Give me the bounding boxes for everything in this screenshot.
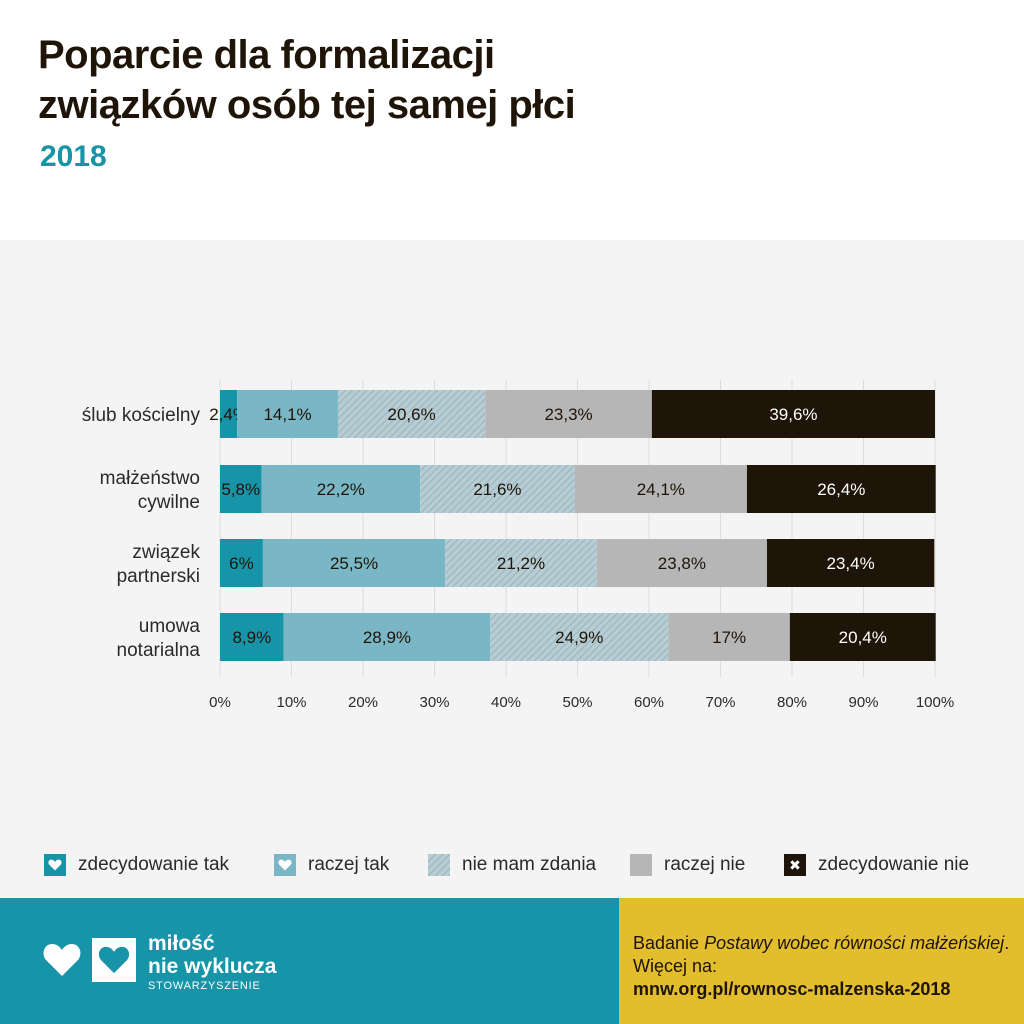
- legend-item-raczej-tak: raczej tak: [274, 850, 389, 880]
- data-label: 39,6%: [769, 405, 817, 424]
- x-tick-label: 80%: [777, 694, 807, 711]
- logo-small-text: STOWARZYSZENIE: [148, 980, 261, 992]
- chart-legend: zdecydowanie tak raczej tak nie mam zdan…: [0, 850, 1024, 880]
- data-label: 22,2%: [317, 480, 365, 499]
- category-label: partnerski: [117, 566, 200, 587]
- title-line-1: Poparcie dla formalizacji: [38, 33, 495, 77]
- data-label: 23,3%: [544, 405, 592, 424]
- page-subtitle: 2018: [40, 140, 107, 173]
- x-tick-label: 40%: [491, 694, 521, 711]
- data-label: 6%: [229, 554, 254, 573]
- logo-heart-box-icon: [92, 938, 136, 982]
- logo-text: miłość nie wyklucza STOWARZYSZENIE: [148, 932, 276, 992]
- note-prefix: Badanie: [633, 933, 705, 953]
- logo-heart-icon: [40, 938, 84, 982]
- legend-label: zdecydowanie nie: [818, 854, 970, 875]
- note-url-link[interactable]: mnw.org.pl/rownosc-malzenska-2018: [633, 979, 951, 999]
- x-tick-label: 0%: [209, 694, 231, 711]
- x-tick-label: 20%: [348, 694, 378, 711]
- category-label: notarialna: [117, 640, 201, 661]
- category-label: umowa: [139, 616, 201, 637]
- data-label: 20,4%: [839, 628, 887, 647]
- bar-segment: [237, 390, 338, 438]
- data-label: 24,1%: [637, 480, 685, 499]
- footer-right-panel: [619, 898, 1024, 1024]
- bar-segment: [485, 390, 652, 438]
- hatch-swatch: [428, 854, 450, 876]
- note-study-title: Postawy wobec równości małżeńskiej: [704, 933, 1005, 953]
- data-label: 8,9%: [232, 628, 271, 647]
- category-label: ślub kościelny: [82, 405, 201, 426]
- legend-label: raczej tak: [308, 854, 390, 875]
- data-label: 23,8%: [658, 554, 706, 573]
- bar-segment: [789, 613, 936, 661]
- bar-segment: [668, 613, 790, 661]
- bar-segment: [445, 539, 597, 587]
- bar-segment: [596, 539, 767, 587]
- bar-segment: [337, 390, 486, 438]
- title-line-2: związków osób tej samej płci: [38, 83, 576, 127]
- legend-item-raczej-nie: raczej nie: [630, 850, 745, 880]
- data-label: 17%: [712, 628, 746, 647]
- legend-item-nie-mam-zdania: nie mam zdania: [428, 850, 596, 880]
- source-note: Badanie Postawy wobec równości małżeński…: [633, 932, 1013, 1001]
- note-suffix: . Więcej na:: [633, 933, 1010, 976]
- category-label: małżeństwo: [100, 468, 200, 489]
- category-label: związek: [132, 542, 200, 563]
- data-label: 20,6%: [388, 405, 436, 424]
- bar-segment: [220, 539, 263, 587]
- legend-label: raczej nie: [664, 854, 746, 875]
- x-tick-label: 50%: [562, 694, 592, 711]
- category-label: cywilne: [138, 492, 200, 513]
- bar-segment: [220, 390, 238, 438]
- bar-segment: [220, 465, 262, 513]
- logo-line-1: miłość: [148, 932, 215, 955]
- legend-item-zdecydowanie-tak: zdecydowanie tak: [44, 850, 229, 880]
- bar-segment: [283, 613, 491, 661]
- legend-label: nie mam zdania: [462, 854, 597, 875]
- bar-segment: [746, 465, 936, 513]
- bar-segment: [766, 539, 935, 587]
- x-tick-label: 90%: [848, 694, 878, 711]
- data-label: 21,6%: [473, 480, 521, 499]
- bar-segment: [261, 465, 421, 513]
- data-label: 23,4%: [827, 554, 875, 573]
- data-label: 25,5%: [330, 554, 378, 573]
- x-tick-label: 10%: [276, 694, 306, 711]
- logo-line-2: nie wyklucza: [148, 955, 277, 978]
- x-tick-label: 70%: [705, 694, 735, 711]
- chart-area: 0% 10% 20% 30% 40% 50% 60% 70% 80% 90% 100% 2,4% 14,…: [0, 240, 1024, 898]
- bar-segment: [420, 465, 575, 513]
- data-label: 14,1%: [263, 405, 311, 424]
- bar-segment: [490, 613, 669, 661]
- x-tick-label: 100%: [916, 694, 954, 711]
- page-title: Poparcie dla formalizacji związków osób …: [38, 30, 738, 130]
- data-label: 24,9%: [555, 628, 603, 647]
- data-label: 21,2%: [497, 554, 545, 573]
- legend-item-zdecydowanie-nie: ✖ zdecydowanie nie: [784, 850, 969, 880]
- plain-swatch: [630, 854, 652, 876]
- data-label: 28,9%: [363, 628, 411, 647]
- bar-segment: [651, 390, 935, 438]
- cross-icon: ✖: [784, 854, 806, 876]
- x-tick-label: 60%: [634, 694, 664, 711]
- legend-label: zdecydowanie tak: [78, 854, 230, 875]
- x-tick-label: 30%: [419, 694, 449, 711]
- heart-icon: [274, 854, 296, 876]
- bar-segment: [262, 539, 446, 587]
- heart-icon: [44, 854, 66, 876]
- bar-segment: [220, 613, 284, 661]
- bar-segment: [574, 465, 747, 513]
- data-label: 26,4%: [817, 480, 865, 499]
- data-label: 5,8%: [221, 480, 260, 499]
- stacked-bar-chart: 0% 10% 20% 30% 40% 50% 60% 70% 80% 90% 100%2,4% 14,…: [82, 380, 954, 711]
